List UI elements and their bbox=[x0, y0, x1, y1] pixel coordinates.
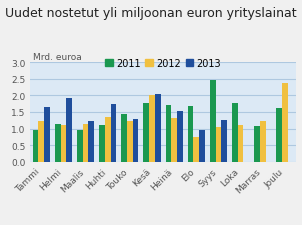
Bar bbox=[260, 122, 266, 162]
Bar bbox=[276, 108, 282, 162]
Bar bbox=[88, 122, 94, 162]
Bar bbox=[232, 103, 238, 162]
Bar bbox=[38, 122, 44, 162]
Text: Uudet nostetut yli miljoonan euron yrityslainat: Uudet nostetut yli miljoonan euron yrity… bbox=[5, 7, 297, 20]
Bar bbox=[254, 127, 260, 162]
Bar bbox=[216, 127, 221, 162]
Bar bbox=[33, 131, 38, 162]
Bar bbox=[143, 103, 149, 162]
Bar bbox=[111, 104, 116, 162]
Legend: 2011, 2012, 2013: 2011, 2012, 2013 bbox=[101, 55, 225, 73]
Bar bbox=[105, 117, 111, 162]
Bar bbox=[127, 122, 133, 162]
Bar bbox=[238, 125, 243, 162]
Bar bbox=[177, 112, 183, 162]
Bar bbox=[171, 118, 177, 162]
Bar bbox=[210, 81, 216, 162]
Bar bbox=[121, 115, 127, 162]
Bar bbox=[165, 106, 171, 162]
Bar bbox=[149, 95, 155, 162]
Bar bbox=[44, 108, 50, 162]
Bar bbox=[66, 99, 72, 162]
Bar bbox=[221, 120, 227, 162]
Text: Mrd. euroa: Mrd. euroa bbox=[33, 53, 82, 62]
Bar bbox=[199, 130, 205, 162]
Bar bbox=[188, 107, 193, 162]
Bar bbox=[155, 94, 161, 162]
Bar bbox=[193, 137, 199, 162]
Bar bbox=[55, 124, 60, 162]
Bar bbox=[133, 119, 139, 162]
Bar bbox=[99, 126, 105, 162]
Bar bbox=[60, 126, 66, 162]
Bar bbox=[83, 124, 88, 162]
Bar bbox=[77, 131, 83, 162]
Bar bbox=[282, 83, 288, 162]
